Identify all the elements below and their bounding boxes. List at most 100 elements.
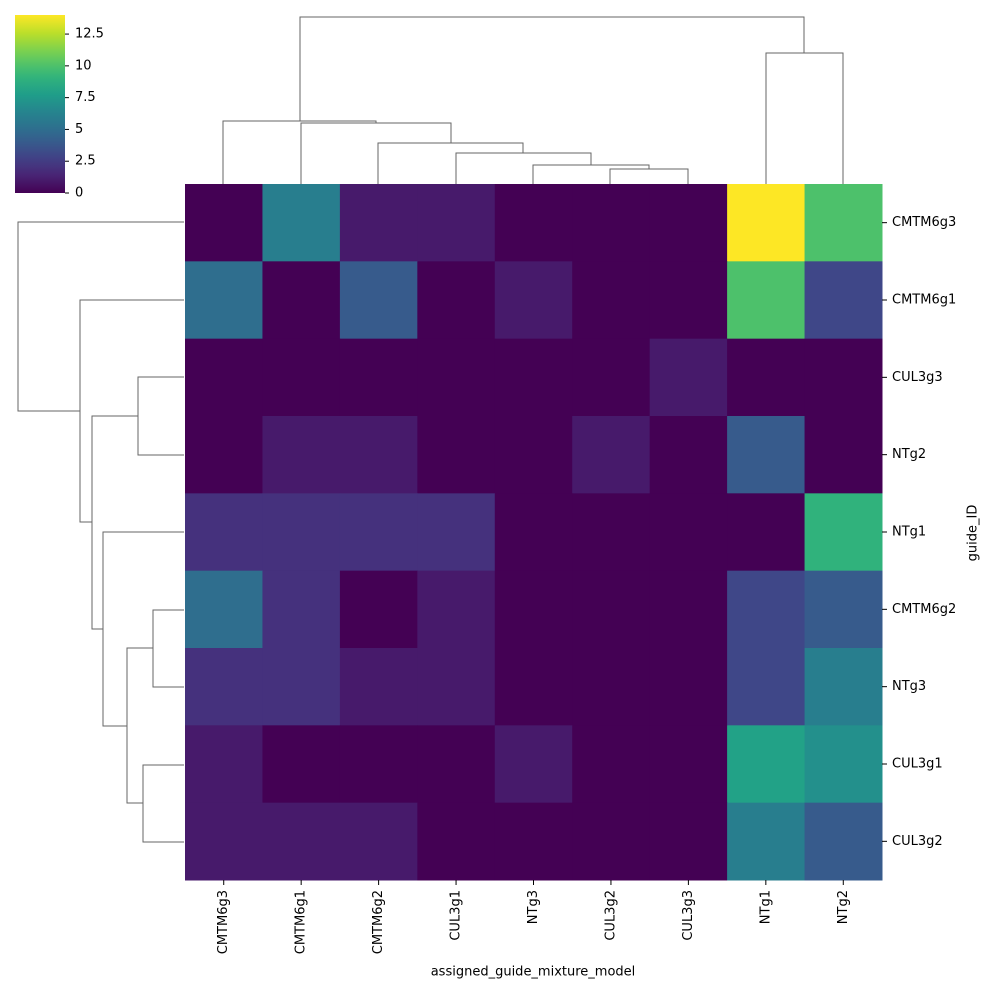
column-dendrogram — [222, 16, 844, 184]
x-tick-label: NTg3 — [526, 890, 541, 924]
heatmap-cell — [494, 416, 573, 494]
heatmap-cell — [494, 261, 573, 340]
heatmap-cell — [572, 416, 651, 494]
heatmap-cell — [494, 570, 573, 649]
heatmap-cell — [804, 570, 883, 649]
heatmap-cell — [339, 416, 418, 494]
x-tick-label: CMTM6g3 — [216, 890, 231, 954]
heatmap-cell — [262, 184, 341, 262]
heatmap-cell — [649, 338, 728, 417]
heatmap-cell — [649, 570, 728, 649]
heatmap-cell — [804, 725, 883, 804]
heatmap-cell — [804, 416, 883, 494]
colorbar-tick-label: 7.5 — [75, 90, 96, 105]
heatmap-cell — [417, 184, 496, 262]
x-tick-label: CUL3g1 — [449, 890, 464, 941]
heatmap-cell — [572, 570, 651, 649]
heatmap-cell — [262, 493, 341, 572]
heatmap-cell — [339, 493, 418, 572]
y-tick-label: CMTM6g2 — [892, 602, 956, 617]
heatmap-cell — [649, 261, 728, 340]
heatmap-cell — [727, 802, 806, 881]
heatmap-cell — [417, 416, 496, 494]
heatmap-cell — [185, 570, 263, 649]
x-tick-label: CMTM6g1 — [294, 890, 309, 954]
heatmap-cell — [572, 338, 651, 417]
heatmap-cell — [417, 338, 496, 417]
heatmap-cell — [727, 338, 806, 417]
heatmap-cell — [262, 570, 341, 649]
x-tick-label: NTg2 — [836, 890, 851, 924]
heatmap-cell — [185, 416, 263, 494]
colorbar-tick-label: 12.5 — [75, 27, 104, 42]
heatmap-cell — [417, 261, 496, 340]
colorbar-tick-label: 10 — [75, 58, 92, 73]
y-tick-label: NTg1 — [892, 525, 926, 540]
heatmap-cell — [649, 725, 728, 804]
row-dendrogram — [17, 221, 184, 843]
heatmap-cell — [185, 493, 263, 572]
heatmap-cell — [494, 184, 573, 262]
heatmap-cell — [649, 648, 728, 726]
dendrogram-branch — [102, 531, 184, 727]
heatmap-cell — [727, 261, 806, 340]
heatmap-cell — [262, 416, 341, 494]
x-tick-label: CMTM6g2 — [371, 890, 386, 954]
heatmap-cell — [185, 338, 263, 417]
dendrogram-branch — [91, 415, 138, 630]
colorbar-tick-label: 0 — [75, 186, 83, 201]
x-tick-label: CUL3g2 — [603, 890, 618, 941]
dendrogram-branch — [222, 120, 377, 184]
dendrogram-branch — [79, 299, 184, 523]
dendrogram-branch — [126, 647, 153, 804]
heatmap-cell — [262, 338, 341, 417]
dendrogram-branch — [142, 764, 184, 843]
y-tick-label: CUL3g3 — [892, 370, 943, 385]
x-axis-label: assigned_guide_mixture_model — [431, 965, 636, 980]
heatmap-cell — [262, 261, 341, 340]
heatmap-cell — [649, 416, 728, 494]
heatmap-cell — [417, 493, 496, 572]
heatmap-cell — [417, 802, 496, 881]
heatmap-cell — [494, 493, 573, 572]
colorbar — [15, 15, 65, 193]
heatmap-cell — [649, 802, 728, 881]
heatmap-cell — [804, 648, 883, 726]
heatmap-cell — [572, 802, 651, 881]
colorbar-tick-label: 2.5 — [75, 154, 96, 169]
heatmap-cell — [185, 261, 263, 340]
heatmap-cell — [804, 493, 883, 572]
dendrogram-branch — [377, 142, 524, 184]
heatmap-cell — [727, 648, 806, 726]
dendrogram-branch — [152, 609, 184, 688]
heatmap-cell — [572, 725, 651, 804]
heatmap-cell — [649, 184, 728, 262]
heatmap-cell — [494, 648, 573, 726]
dendrogram-branch — [532, 164, 650, 184]
heatmap-cell — [339, 184, 418, 262]
heatmap-cell — [572, 648, 651, 726]
y-tick-label: CMTM6g3 — [892, 215, 956, 230]
heatmap-cell — [339, 261, 418, 340]
y-axis-label: guide_ID — [966, 505, 981, 562]
heatmap-cell — [494, 725, 573, 804]
dendrogram-branch — [17, 221, 184, 412]
heatmap-cell — [572, 493, 651, 572]
heatmap-cell — [339, 725, 418, 804]
dendrogram-branch — [455, 152, 592, 184]
y-tick-label: CUL3g2 — [892, 834, 943, 849]
y-tick-label: CMTM6g1 — [892, 293, 956, 308]
heatmap-cell — [339, 802, 418, 881]
heatmap-cell — [185, 184, 263, 262]
y-tick-label: CUL3g1 — [892, 757, 943, 772]
heatmap-cell — [727, 416, 806, 494]
heatmap-cell — [804, 802, 883, 881]
heatmap-cell — [804, 261, 883, 340]
y-tick-label: NTg2 — [892, 447, 926, 462]
dendrogram-branch — [299, 16, 805, 121]
dendrogram-branch — [609, 168, 689, 184]
heatmap-cell — [572, 261, 651, 340]
heatmap-cell — [417, 648, 496, 726]
heatmap-cell — [262, 648, 341, 726]
